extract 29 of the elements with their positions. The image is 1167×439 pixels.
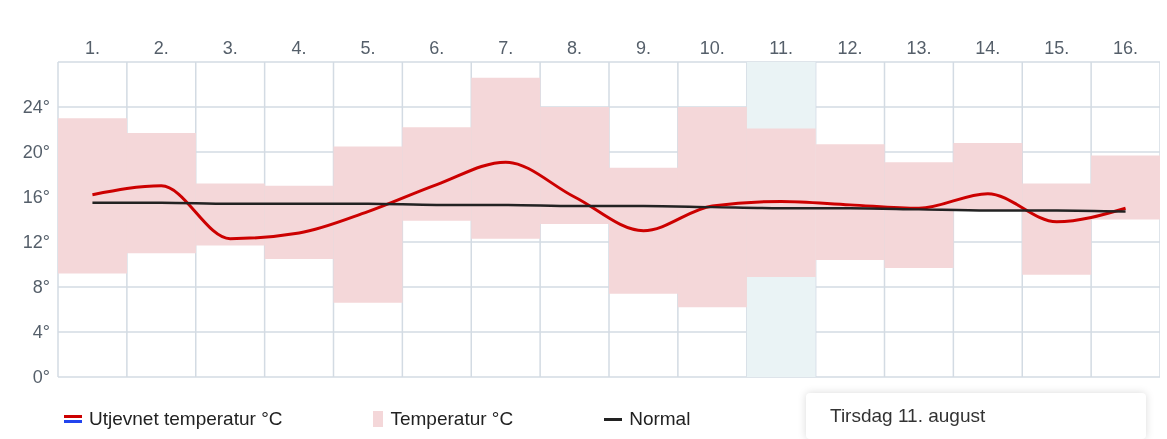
legend-label: Utjevnet temperatur °C [89,408,283,430]
y-tick-label: 8° [32,277,50,298]
x-tick-label: 9. [635,38,651,58]
x-tick-label: 5. [360,38,376,58]
x-tick-label: 10. [699,38,725,58]
x-tick-label: 16. [1113,38,1139,58]
y-tick-label: 20° [22,142,50,163]
x-tick-label: 3. [222,38,238,58]
x-tick-label: 11. [769,38,794,58]
line-series [91,201,1127,213]
y-tick-label: 12° [22,232,50,253]
x-tick-label: 4. [291,38,307,58]
x-tick-label: 8. [567,38,583,58]
tooltip-card: Tirsdag 11. august [806,393,1146,439]
x-tick-label: 13. [906,38,932,58]
legend-label: Normal [629,408,691,430]
x-tick-label: 7. [498,38,514,58]
x-tick-label: 6. [429,38,445,58]
y-tick-label: 0° [32,367,50,388]
legend-label: Temperatur °C [390,408,514,430]
x-tick-label: 14. [975,38,1001,58]
x-tick-label: 1. [84,38,100,58]
x-tick-label: 12. [837,38,863,58]
x-tick-label: 15. [1044,38,1070,58]
y-tick-label: 4° [32,322,50,343]
y-tick-label: 16° [22,187,50,208]
x-tick-label: 2. [153,38,169,58]
y-tick-label: 24° [22,97,50,118]
line-series [90,160,1128,241]
